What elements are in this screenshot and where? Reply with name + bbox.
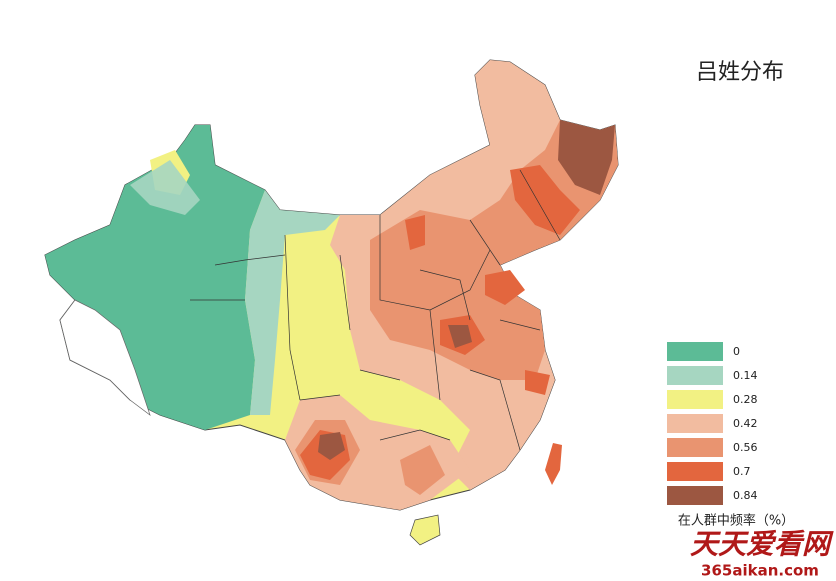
no-data-region [59,299,151,416]
region-084 [318,120,615,460]
legend-label: 0.56 [733,441,758,454]
hainan [409,514,441,546]
legend-swatch [667,486,723,505]
legend-swatch [667,366,723,385]
legend-swatch [667,342,723,361]
legend-title: 在人群中频率（%） [678,513,794,529]
province-borders [190,169,561,451]
legend-label: 0.42 [733,417,758,430]
legend-swatch [667,462,723,481]
map-title: 吕姓分布 [696,60,784,85]
watermark-name: 天天爱看网 [690,528,834,561]
legend-label: 0 [733,345,740,358]
region-014-north [130,160,200,215]
legend-swatch [667,414,723,433]
legend-swatch [667,438,723,457]
legend-label: 0.7 [733,465,751,478]
legend-label: 0.84 [733,489,758,502]
legend: 0 0.14 0.28 0.42 0.56 0.7 0.84 [667,342,758,505]
watermark-url: 365aikan.com [701,562,819,580]
legend-label: 0.28 [733,393,758,406]
region-070 [300,165,580,480]
taiwan [545,443,562,485]
legend-swatch [667,390,723,409]
region-014 [245,190,340,415]
legend-label: 0.14 [733,369,758,382]
china-map [44,59,619,546]
